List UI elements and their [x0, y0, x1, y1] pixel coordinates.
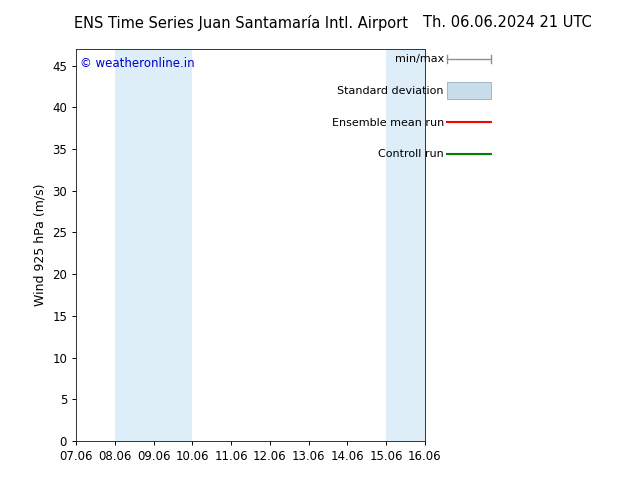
Y-axis label: Wind 925 hPa (m/s): Wind 925 hPa (m/s) — [34, 184, 47, 306]
Bar — [386, 49, 425, 441]
Text: Controll run: Controll run — [378, 149, 444, 159]
Text: Ensemble mean run: Ensemble mean run — [332, 118, 444, 127]
Text: © weatheronline.in: © weatheronline.in — [79, 57, 194, 70]
Text: min/max: min/max — [394, 54, 444, 64]
Text: Standard deviation: Standard deviation — [337, 86, 444, 96]
Bar — [115, 49, 153, 441]
Text: ENS Time Series Juan Santamaría Intl. Airport: ENS Time Series Juan Santamaría Intl. Ai… — [74, 15, 408, 31]
Text: Th. 06.06.2024 21 UTC: Th. 06.06.2024 21 UTC — [423, 15, 592, 30]
Bar — [153, 49, 192, 441]
